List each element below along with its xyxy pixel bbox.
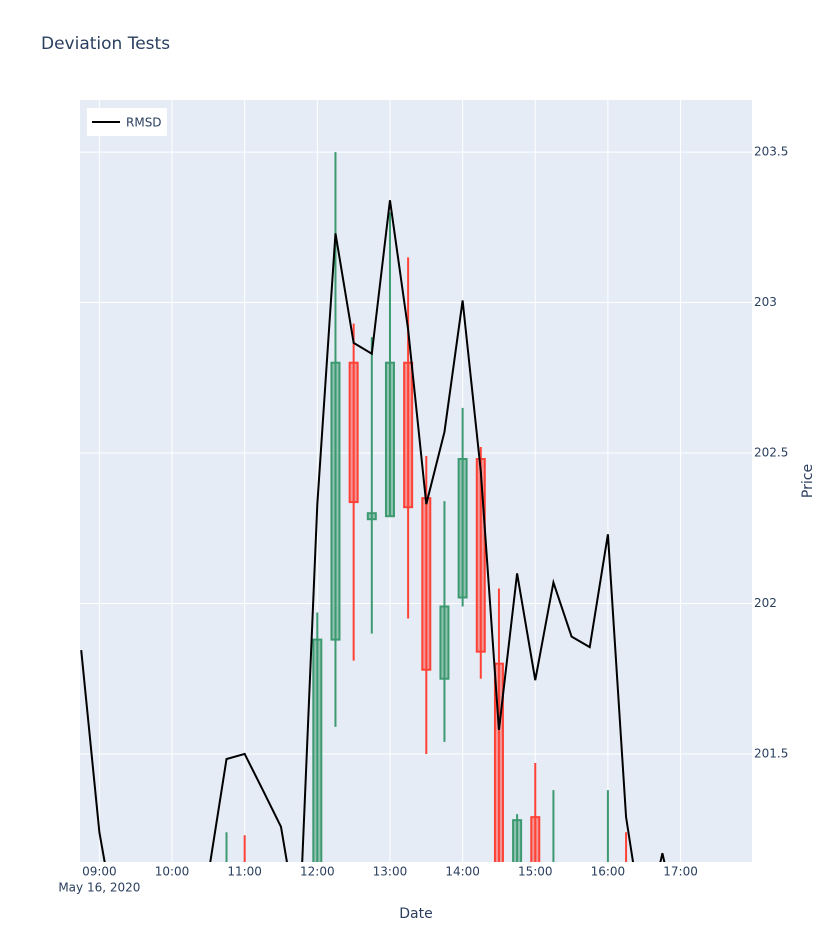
candle-body bbox=[421, 497, 432, 671]
x-axis-title: Date bbox=[399, 906, 432, 922]
rmsd-line bbox=[80, 200, 666, 862]
legend: RMSD bbox=[87, 108, 167, 136]
x-tick-label: 17:00 bbox=[663, 865, 698, 879]
marks bbox=[80, 152, 666, 919]
candle-body bbox=[493, 662, 504, 862]
candle-body bbox=[512, 819, 523, 862]
y-tick-label: 203.5 bbox=[754, 145, 788, 159]
candle-body bbox=[312, 638, 323, 862]
x-tick-label: 14:00 bbox=[445, 865, 480, 879]
x-tick-label: 10:00 bbox=[155, 865, 190, 879]
candle-body bbox=[403, 361, 414, 509]
legend-label: RMSD bbox=[126, 116, 162, 130]
plot-area bbox=[80, 100, 752, 862]
candle-body bbox=[348, 361, 359, 504]
chart-title: Deviation Tests bbox=[41, 34, 170, 54]
grid bbox=[80, 100, 752, 862]
candle-body bbox=[604, 889, 612, 904]
y-axis-title: Price bbox=[800, 464, 816, 498]
candle-body bbox=[457, 458, 468, 599]
candle-body bbox=[223, 889, 231, 904]
candle-body bbox=[366, 512, 377, 521]
candle-body bbox=[439, 605, 450, 680]
x-tick-label: 13:00 bbox=[373, 865, 408, 879]
x-tick-label: 12:00 bbox=[300, 865, 335, 879]
candle-body bbox=[549, 889, 557, 904]
x-tick-label: 11:00 bbox=[227, 865, 262, 879]
labels: 201.5 202 202.5 203 203.5 09:00 May 16, 2020 10… bbox=[58, 145, 788, 895]
candle-body bbox=[241, 889, 249, 919]
x-tick-label: 15:00 bbox=[518, 865, 553, 879]
x-date-label: May 16, 2020 bbox=[58, 881, 140, 895]
x-tick-label: 09:00 bbox=[82, 865, 117, 879]
y-tick-label: 201.5 bbox=[754, 746, 788, 760]
y-tick-label: 202 bbox=[754, 596, 777, 610]
candle-body bbox=[622, 889, 630, 904]
x-tick-label: 16:00 bbox=[591, 865, 626, 879]
candle-body bbox=[330, 361, 341, 641]
candle-body bbox=[475, 458, 486, 653]
candle-body bbox=[530, 816, 541, 862]
candle-body bbox=[384, 361, 395, 518]
y-tick-label: 203 bbox=[754, 295, 777, 309]
y-tick-label: 202.5 bbox=[754, 446, 788, 460]
